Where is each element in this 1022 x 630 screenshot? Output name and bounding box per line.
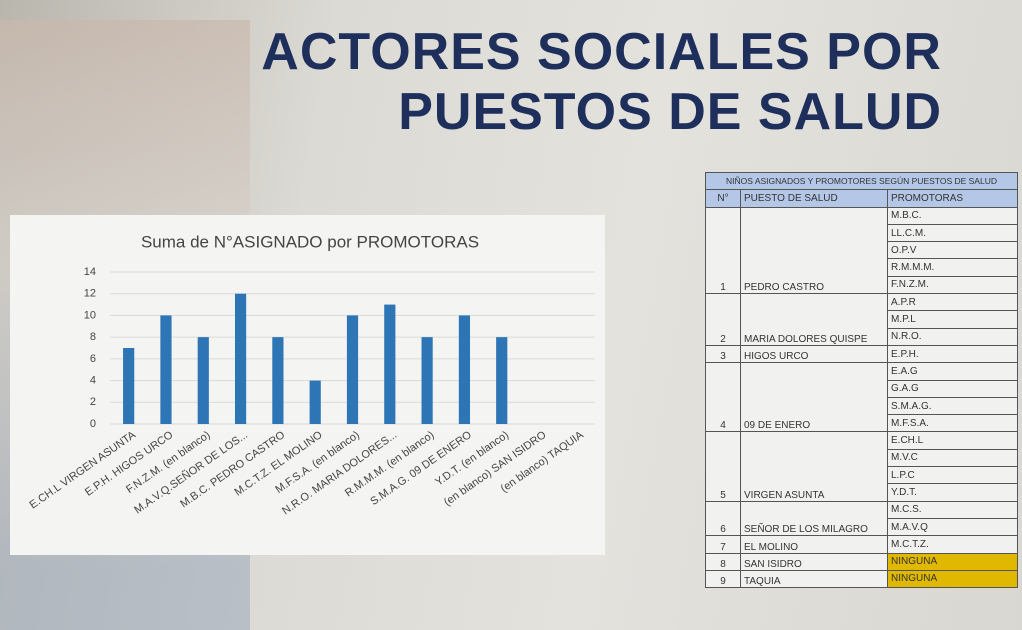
number-cell: 5 — [706, 432, 741, 501]
number-cell: 3 — [706, 345, 741, 362]
number-cell: 4 — [706, 363, 741, 432]
promotora-cell: M.V.C — [888, 449, 1018, 466]
number-cell: 9 — [706, 570, 741, 587]
number-cell: 8 — [706, 553, 741, 570]
table-row: NIÑOS ASIGNADOS Y PROMOTORES SEGÚN PUEST… — [706, 173, 1018, 190]
bar — [235, 294, 246, 424]
promotora-cell: M.F.S.A. — [888, 415, 1018, 432]
bar — [272, 337, 283, 424]
header-cell: N° — [706, 190, 741, 207]
promotora-cell: O.P.V — [888, 242, 1018, 259]
promotora-cell: M.B.C. — [888, 207, 1018, 224]
promotora-cell: M.P.L — [888, 311, 1018, 328]
promotora-cell: M.C.S. — [888, 501, 1018, 518]
promotora-cell: L.P.C — [888, 467, 1018, 484]
chart: Suma de N°ASIGNADO por PROMOTORAS 0 2 4 6 8 1… — [10, 215, 605, 555]
promotora-cell: E.A.G — [888, 363, 1018, 380]
chart-title: Suma de N°ASIGNADO por PROMOTORAS — [141, 232, 479, 251]
number-cell: 6 — [706, 501, 741, 536]
bar — [160, 315, 171, 424]
slide-title: ACTORES SOCIALES POR PUESTOS DE SALUD — [261, 22, 942, 142]
bar — [459, 315, 470, 424]
y-tick-label: 0 — [90, 418, 96, 430]
promotora-cell: Y.D.T. — [888, 484, 1018, 501]
y-tick-label: 6 — [90, 353, 96, 365]
puesto-cell: 09 DE ENERO — [741, 363, 888, 432]
table: NIÑOS ASIGNADOS Y PROMOTORES SEGÚN PUEST… — [705, 172, 1018, 588]
puesto-cell: SAN ISIDRO — [741, 553, 888, 570]
puesto-cell: MARIA DOLORES QUISPE — [741, 294, 888, 346]
title-line: PUESTOS DE SALUD — [261, 82, 942, 142]
puesto-cell: PEDRO CASTRO — [741, 207, 888, 293]
header-cell: PROMOTORAS — [888, 190, 1018, 207]
y-tick-label: 8 — [90, 331, 96, 343]
table-title: NIÑOS ASIGNADOS Y PROMOTORES SEGÚN PUEST… — [706, 173, 1018, 190]
bar — [310, 381, 321, 424]
promotora-cell: N.R.O. — [888, 328, 1018, 345]
slide: ACTORES SOCIALES POR PUESTOS DE SALUD Su… — [0, 0, 1022, 630]
promotora-cell: S.M.A.G. — [888, 397, 1018, 414]
puesto-cell: HIGOS URCO — [741, 345, 888, 362]
y-tick-label: 4 — [90, 374, 96, 386]
header-cell: PUESTO DE SALUD — [741, 190, 888, 207]
puesto-cell: VIRGEN ASUNTA — [741, 432, 888, 501]
promotora-cell: R.M.M.M. — [888, 259, 1018, 276]
promotora-cell: F.N.Z.M. — [888, 276, 1018, 293]
promotora-cell: M.C.T.Z. — [888, 536, 1018, 553]
puesto-cell: TAQUIA — [741, 570, 888, 587]
bar — [198, 337, 209, 424]
bar — [384, 305, 395, 424]
y-tick-label: 2 — [90, 396, 96, 408]
promotora-cell: NINGUNA — [888, 570, 1018, 587]
puesto-cell: EL MOLINO — [741, 536, 888, 553]
number-cell: 2 — [706, 294, 741, 346]
promotora-cell: E.CH.L — [888, 432, 1018, 449]
bar — [123, 348, 134, 424]
y-tick-label: 12 — [84, 288, 96, 300]
y-tick-label: 10 — [84, 309, 96, 321]
promotora-cell: G.A.G — [888, 380, 1018, 397]
promotora-cell: M.A.V.Q — [888, 518, 1018, 535]
number-cell: 1 — [706, 207, 741, 293]
promotora-cell: NINGUNA — [888, 553, 1018, 570]
puesto-cell: SEÑOR DE LOS MILAGRO — [741, 501, 888, 536]
title-line: ACTORES SOCIALES POR — [261, 22, 942, 82]
number-cell: 7 — [706, 536, 741, 553]
bar — [496, 337, 507, 424]
y-tick-label: 14 — [84, 266, 96, 278]
bar — [422, 337, 433, 424]
promotora-cell: A.P.R — [888, 294, 1018, 311]
promotora-cell: E.P.H. — [888, 345, 1018, 362]
bar — [347, 315, 358, 424]
promotora-cell: LL.C.M. — [888, 224, 1018, 241]
